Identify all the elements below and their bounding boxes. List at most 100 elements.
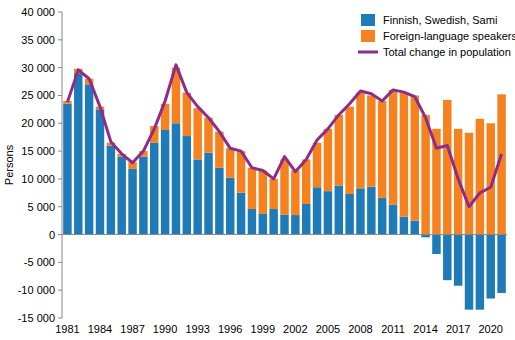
y-tick-label: 0 <box>49 229 55 241</box>
bar <box>248 168 256 209</box>
bar <box>367 187 375 235</box>
bar <box>465 133 473 235</box>
plot-marks <box>63 65 506 310</box>
bar <box>269 179 277 209</box>
y-tick <box>58 123 62 124</box>
y-axis-label: Persons <box>3 144 15 185</box>
bar <box>421 115 429 235</box>
y-tick-label: -15 000 <box>18 312 55 324</box>
bar <box>465 235 473 310</box>
bar <box>193 108 201 159</box>
bar <box>324 129 332 191</box>
bar <box>248 209 256 235</box>
bar <box>259 214 267 235</box>
x-tick-label: 1987 <box>120 323 144 335</box>
bar <box>367 95 375 186</box>
y-tick <box>58 262 62 263</box>
x-tick-label: 2005 <box>316 323 340 335</box>
y-tick <box>58 318 62 319</box>
x-tick-label: 2008 <box>348 323 372 335</box>
bar <box>378 101 386 198</box>
bar <box>161 130 169 235</box>
bar <box>259 171 267 214</box>
bar <box>237 193 245 235</box>
x-tick-label: 1993 <box>185 323 209 335</box>
y-tick <box>58 234 62 235</box>
line <box>67 65 501 207</box>
x-tick-label: 1990 <box>153 323 177 335</box>
bar <box>432 235 440 254</box>
bar <box>378 198 386 235</box>
bar <box>204 153 212 235</box>
bar <box>411 95 419 220</box>
bar <box>443 100 451 235</box>
y-tick-label: 5 000 <box>27 201 55 213</box>
legend-swatch <box>358 51 378 54</box>
bar <box>150 143 158 235</box>
bar <box>335 186 343 235</box>
bar <box>193 159 201 234</box>
x-tick-label: 2014 <box>413 323 437 335</box>
bar <box>128 169 136 235</box>
bar <box>226 148 234 177</box>
bar <box>356 188 364 234</box>
bar <box>85 84 93 234</box>
bar <box>291 215 299 234</box>
y-tick <box>58 39 62 40</box>
bar <box>172 123 180 234</box>
bar <box>139 157 147 235</box>
chart: -15 000 -10 000 -5 000 0 5 000 10 000 15 000 20… <box>0 0 515 340</box>
y-tick-label: -10 000 <box>18 284 55 296</box>
bar <box>345 194 353 235</box>
y-tick-label: 20 000 <box>21 117 55 129</box>
legend-swatch <box>361 30 375 42</box>
bar <box>280 159 288 214</box>
y-tick <box>58 12 62 13</box>
y-tick <box>58 290 62 291</box>
bar <box>183 136 191 234</box>
bar <box>313 143 321 188</box>
bar <box>226 178 234 235</box>
y-tick <box>58 67 62 68</box>
bar <box>63 104 71 235</box>
bar <box>117 157 125 235</box>
bar <box>291 171 299 216</box>
bar <box>389 90 397 205</box>
y-tick-label: 30 000 <box>21 62 55 74</box>
legend-label: Foreign-language speakers <box>383 30 515 42</box>
bar <box>356 93 364 189</box>
bar <box>280 215 288 235</box>
legend-label: Total change in population <box>383 46 511 58</box>
y-tick <box>58 95 62 96</box>
y-tick <box>58 151 62 152</box>
y-tick <box>58 178 62 179</box>
bar <box>476 119 484 235</box>
bar <box>96 109 104 234</box>
y-tick-label: 35 000 <box>21 34 55 46</box>
y-tick-label: -5 000 <box>24 256 55 268</box>
bar <box>400 217 408 235</box>
bar <box>324 191 332 234</box>
x-tick-label: 1984 <box>88 323 112 335</box>
y-tick-label: 15 000 <box>21 145 55 157</box>
y-tick-label: 10 000 <box>21 173 55 185</box>
legend-swatch <box>361 14 375 26</box>
bar <box>302 159 310 204</box>
legend-label: Finnish, Swedish, Sami <box>383 14 497 26</box>
x-tick-label: 1981 <box>55 323 79 335</box>
y-tick-label: 40 000 <box>21 6 55 18</box>
y-tick <box>58 206 62 207</box>
bar <box>74 73 82 234</box>
y-tick-label: 25 000 <box>21 89 55 101</box>
bar <box>345 107 353 194</box>
bar <box>389 205 397 235</box>
bar <box>486 235 494 299</box>
bar <box>454 235 462 286</box>
x-tick-label: 2011 <box>381 323 405 335</box>
bar <box>107 146 115 235</box>
bar <box>411 221 419 235</box>
zero-line <box>62 234 507 235</box>
x-tick-label: 2020 <box>478 323 502 335</box>
bar <box>215 168 223 235</box>
bar <box>313 187 321 234</box>
